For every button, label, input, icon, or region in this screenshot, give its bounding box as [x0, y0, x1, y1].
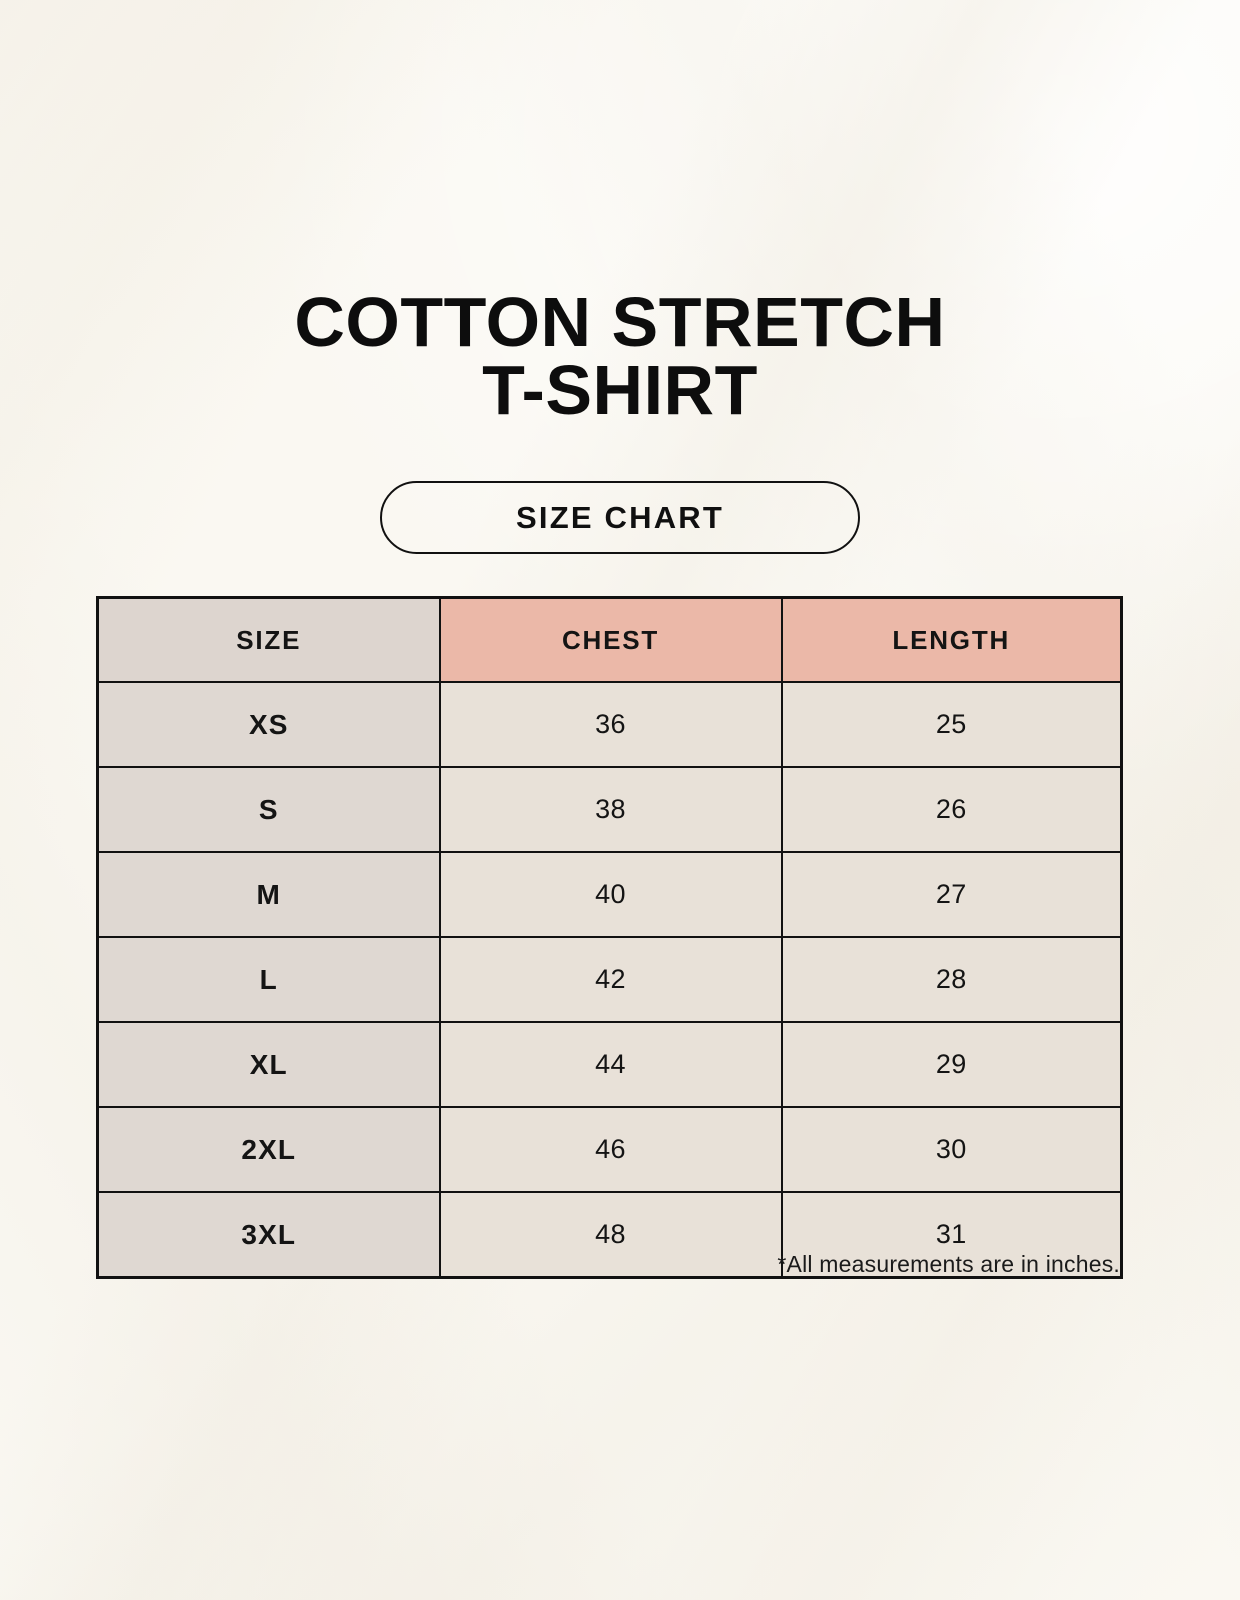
cell-size: XL: [96, 1021, 441, 1108]
cell-chest: 44: [438, 1021, 783, 1108]
cell-length: 26: [780, 766, 1123, 853]
cell-chest: 48: [438, 1191, 783, 1279]
table-row: S 38 26: [96, 766, 1123, 853]
cell-length: 28: [780, 936, 1123, 1023]
cell-chest: 46: [438, 1106, 783, 1193]
column-header-size: SIZE: [96, 596, 441, 683]
table-row: XS 36 25: [96, 681, 1123, 768]
column-header-chest: CHEST: [438, 596, 783, 683]
size-table: SIZE CHEST LENGTH XS 36 25 S 38 26 M 40 27 L 42 28 X…: [96, 596, 1123, 1279]
table-row: 3XL 48 31: [96, 1191, 1123, 1279]
cell-length: 31: [780, 1191, 1123, 1279]
cell-chest: 38: [438, 766, 783, 853]
size-chart-badge: SIZE CHART: [380, 481, 860, 554]
cell-length: 25: [780, 681, 1123, 768]
cell-size: M: [96, 851, 441, 938]
cell-chest: 36: [438, 681, 783, 768]
page-title: COTTON STRETCH T-SHIRT: [294, 283, 946, 429]
cell-size: 3XL: [96, 1191, 441, 1279]
size-table-container: SIZE CHEST LENGTH XS 36 25 S 38 26 M 40 27 L 42 28 X…: [96, 596, 1123, 1279]
cell-size: S: [96, 766, 441, 853]
cell-size: 2XL: [96, 1106, 441, 1193]
table-row: 2XL 46 30: [96, 1106, 1123, 1193]
cell-length: 29: [780, 1021, 1123, 1108]
cell-chest: 40: [438, 851, 783, 938]
cell-chest: 42: [438, 936, 783, 1023]
size-table-body: SIZE CHEST LENGTH XS 36 25 S 38 26 M 40 27 L 42 28 X…: [96, 596, 1123, 1279]
size-chart-badge-container: SIZE CHART: [0, 481, 1240, 554]
table-row: M 40 27: [96, 851, 1123, 938]
table-row: XL 44 29: [96, 1021, 1123, 1108]
cell-length: 30: [780, 1106, 1123, 1193]
table-header-row: SIZE CHEST LENGTH: [96, 596, 1123, 683]
table-row: L 42 28: [96, 936, 1123, 1023]
cell-size: XS: [96, 681, 441, 768]
cell-length: 27: [780, 851, 1123, 938]
cell-size: L: [96, 936, 441, 1023]
column-header-length: LENGTH: [780, 596, 1123, 683]
measurements-footnote: *All measurements are in inches.: [777, 1251, 1120, 1277]
